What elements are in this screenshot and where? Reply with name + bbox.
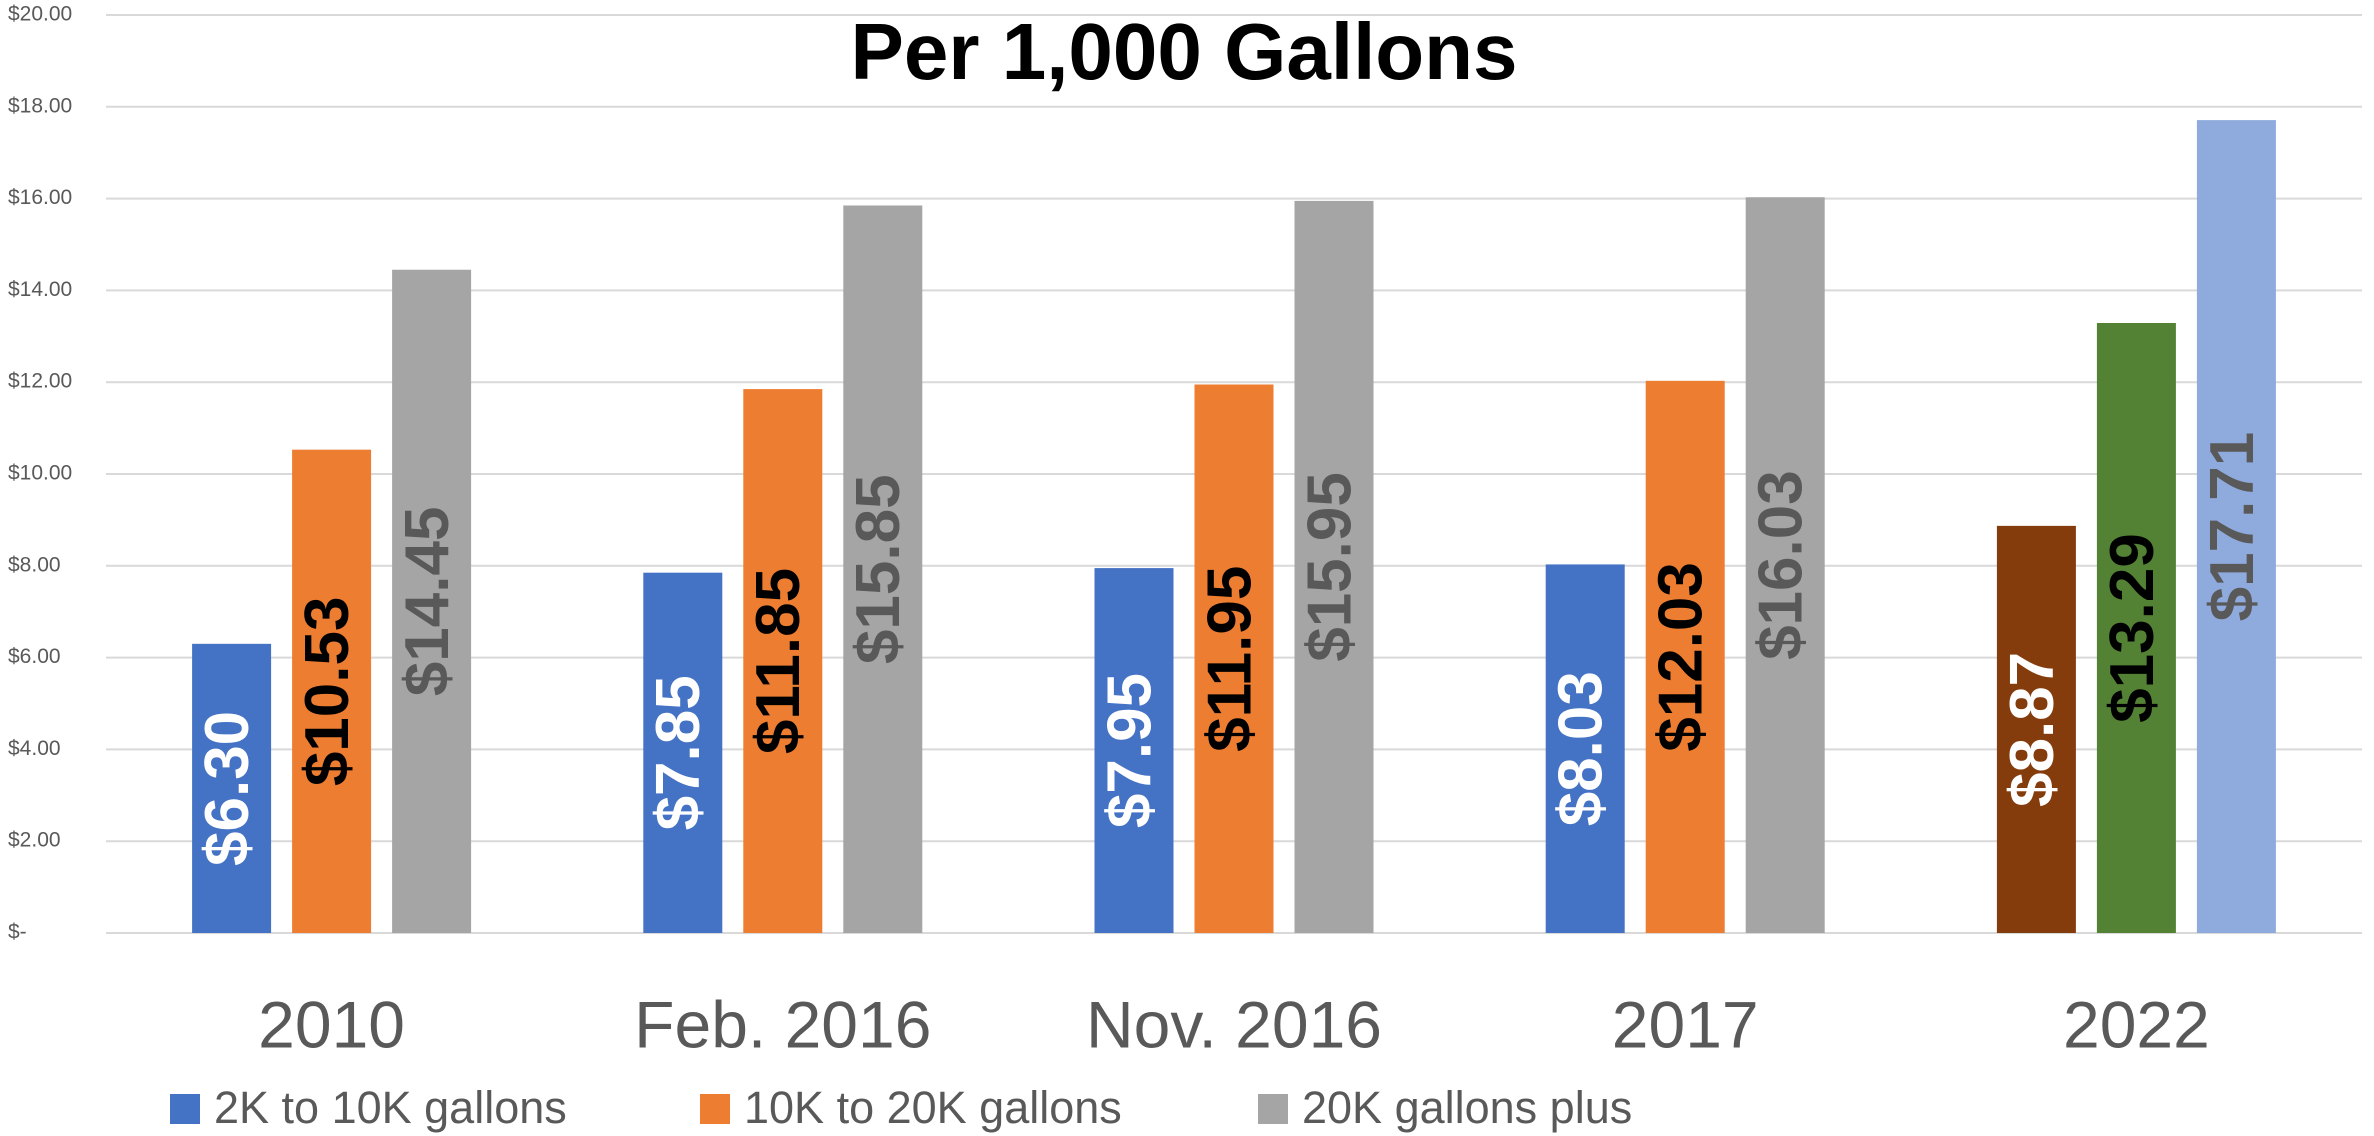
- value-label: $14.45: [393, 507, 462, 697]
- legend-swatch: [170, 1094, 200, 1124]
- bar: [192, 643, 272, 933]
- value-label: $16.03: [1747, 470, 1816, 660]
- bar: [2096, 322, 2176, 933]
- y-tick-label: $20.00: [8, 3, 72, 26]
- bar: [1194, 384, 1274, 933]
- y-tick-label: $12.00: [8, 370, 72, 393]
- y-tick-label: $-: [8, 921, 27, 944]
- y-tick-label: $6.00: [8, 645, 61, 668]
- x-tick-label: 2022: [2063, 987, 2210, 1061]
- value-label: $8.03: [1547, 671, 1616, 826]
- bar: [1294, 200, 1374, 933]
- bar: [1545, 564, 1625, 933]
- y-tick-label: $8.00: [8, 553, 61, 576]
- bar: [1094, 568, 1174, 933]
- value-label: $7.85: [644, 675, 713, 830]
- legend-swatch: [1258, 1094, 1288, 1124]
- value-label: $12.03: [1647, 562, 1716, 752]
- legend-swatch: [700, 1094, 730, 1124]
- legend-label: 20K gallons plus: [1302, 1082, 1632, 1133]
- value-label: $17.71: [2198, 432, 2267, 622]
- bar: [392, 269, 472, 933]
- bar: [1645, 380, 1725, 933]
- bar: [2196, 120, 2276, 933]
- x-tick-label: 2017: [1612, 987, 1759, 1061]
- x-tick-label: 2010: [258, 987, 405, 1061]
- value-label: $6.30: [193, 711, 262, 866]
- y-tick-label: $18.00: [8, 94, 72, 117]
- value-label: $11.95: [1195, 566, 1264, 752]
- y-tick-label: $16.00: [8, 186, 72, 209]
- legend-label: 2K to 10K gallons: [214, 1082, 567, 1133]
- value-label: $15.85: [844, 474, 913, 664]
- value-label: $11.85: [744, 568, 813, 754]
- value-label: $13.29: [2098, 533, 2167, 723]
- x-tick-label: Nov. 2016: [1086, 987, 1382, 1061]
- y-tick-label: $10.00: [8, 462, 72, 485]
- chart-title: Per 1,000 Gallons: [850, 7, 1517, 96]
- x-tick-label: Feb. 2016: [634, 987, 931, 1061]
- y-tick-label: $2.00: [8, 829, 61, 852]
- y-tick-label: $4.00: [8, 737, 61, 760]
- value-label: $8.87: [1998, 652, 2067, 807]
- value-label: $10.53: [293, 597, 362, 787]
- value-label: $15.95: [1295, 472, 1364, 662]
- bar: [1745, 197, 1825, 933]
- bar: [843, 205, 923, 934]
- legend-label: 10K to 20K gallons: [744, 1082, 1122, 1133]
- bar: [643, 572, 723, 933]
- bar: [292, 449, 372, 933]
- bar: [743, 389, 823, 934]
- bar: [1996, 525, 2076, 933]
- value-label: $7.95: [1095, 673, 1164, 828]
- y-tick-label: $14.00: [8, 278, 72, 301]
